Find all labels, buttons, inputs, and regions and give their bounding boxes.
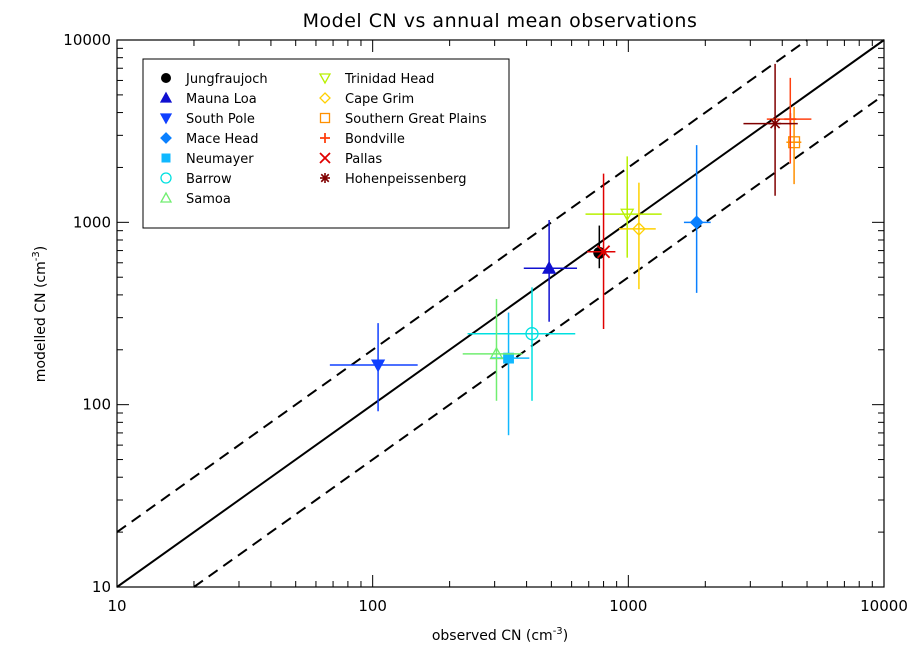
legend-label: South Pole xyxy=(186,112,255,127)
marker-triangle-down xyxy=(370,359,386,373)
y-axis-label: modelled CN (cm-3) xyxy=(31,246,49,382)
legend-item-trinidad-head: Trinidad Head xyxy=(318,72,434,87)
marker-open-square xyxy=(788,136,801,149)
marker-triangle-up xyxy=(159,91,173,103)
legend-item-neumayer: Neumayer xyxy=(161,152,254,167)
series-bondville xyxy=(766,77,812,164)
x-tick-label: 1000 xyxy=(609,597,647,615)
series-mace-head xyxy=(683,145,711,293)
marker-triangle-down xyxy=(159,113,173,125)
legend-label: Mauna Loa xyxy=(186,92,257,107)
marker-filled-square xyxy=(503,352,514,364)
data-series xyxy=(329,63,812,436)
marker-filled-circle xyxy=(161,73,171,83)
x-axis-unit-close: ) xyxy=(563,628,568,644)
legend-label: Trinidad Head xyxy=(344,72,434,87)
legend-item-bondville: Bondville xyxy=(320,132,405,147)
legend-box xyxy=(142,58,510,229)
marker-triangle-up xyxy=(542,260,557,274)
legend-label: Jungfraujoch xyxy=(185,72,268,87)
major-ticks xyxy=(116,39,885,588)
legend-label: Cape Grim xyxy=(345,92,414,107)
marker-open-square xyxy=(319,112,331,124)
marker-diamond xyxy=(160,132,172,144)
minor-ticks xyxy=(117,40,884,587)
x-tick-label: 100 xyxy=(358,597,387,615)
x-axis-unit-sup: -3 xyxy=(553,626,563,637)
series-south-pole xyxy=(329,323,418,412)
legend-label: Mace Head xyxy=(186,132,258,147)
legend-label: Hohenpeissenberg xyxy=(345,172,466,187)
legend-item-hohenpeissenberg: Hohenpeissenberg xyxy=(320,172,466,187)
x-tick-label: 10000 xyxy=(860,597,908,615)
legend-item-mace-head: Mace Head xyxy=(160,132,258,147)
y-tick-label: 1000 xyxy=(73,213,111,231)
marker-filled-square xyxy=(161,153,171,163)
legend-label: Bondville xyxy=(345,132,405,147)
y-axis-unit-sup: -3 xyxy=(31,251,42,261)
marker-triangle-down xyxy=(620,208,635,222)
legend: Jungfraujoch Mauna Loa South Pole Mace Head… xyxy=(142,58,510,229)
legend-label: Pallas xyxy=(345,152,382,167)
marker-triangle-up xyxy=(159,191,173,203)
legend-item-samoa: Samoa xyxy=(159,191,231,207)
series-pallas xyxy=(587,173,616,330)
series-cape-grim xyxy=(619,182,656,290)
legend-label: Samoa xyxy=(186,192,231,207)
x-axis-label: observed CN (cm-3) xyxy=(432,626,568,644)
marker-x-b xyxy=(596,245,611,259)
legend-item-cape-grim: Cape Grim xyxy=(319,92,414,107)
y-tick-label: 100 xyxy=(82,396,111,414)
legend-item-jungfraujoch: Jungfraujoch xyxy=(161,72,268,87)
legend-label: Southern Great Plains xyxy=(345,112,487,127)
marker-open-circle xyxy=(525,327,539,341)
reference-lines xyxy=(116,39,885,588)
legend-label: Neumayer xyxy=(186,152,254,167)
marker-x-b xyxy=(319,152,331,164)
y-axis-unit-close: ) xyxy=(33,246,49,251)
series-trinidad-head xyxy=(585,156,662,258)
marker-open-circle xyxy=(160,172,172,184)
reference-line-dashed xyxy=(116,39,808,533)
reference-line-dashed xyxy=(193,94,885,588)
tick-labels: 10 100 1000 10000 10 100 1000 10000 xyxy=(63,31,908,615)
marker-diamond xyxy=(319,92,331,104)
marker-asterisk-d2 xyxy=(320,173,330,183)
marker-diamond xyxy=(631,222,646,236)
legend-item-mauna-loa: Mauna Loa xyxy=(159,91,257,107)
legend-item-south-pole: South Pole xyxy=(159,112,255,127)
series-mauna-loa xyxy=(523,219,578,322)
y-tick-label: 10000 xyxy=(63,31,111,49)
plot-frame xyxy=(116,39,885,588)
marker-triangle-up xyxy=(489,346,504,360)
marker-diamond xyxy=(689,215,704,230)
x-tick-label: 10 xyxy=(107,597,126,615)
legend-item-southern-great-plains: Southern Great Plains xyxy=(319,112,487,127)
legend-label: Barrow xyxy=(186,172,232,187)
series-samoa xyxy=(462,298,523,401)
series-hohenpeissenberg xyxy=(743,63,798,196)
marker-triangle-down xyxy=(318,73,332,85)
legend-item-barrow: Barrow xyxy=(160,172,232,187)
reference-line-one-to-one xyxy=(116,39,885,588)
marker-asterisk-d2 xyxy=(770,118,781,129)
chart-title: Model CN vs annual mean observations xyxy=(303,10,698,32)
series-barrow xyxy=(467,287,576,401)
y-tick-label: 10 xyxy=(92,578,111,596)
legend-item-pallas: Pallas xyxy=(319,152,382,167)
